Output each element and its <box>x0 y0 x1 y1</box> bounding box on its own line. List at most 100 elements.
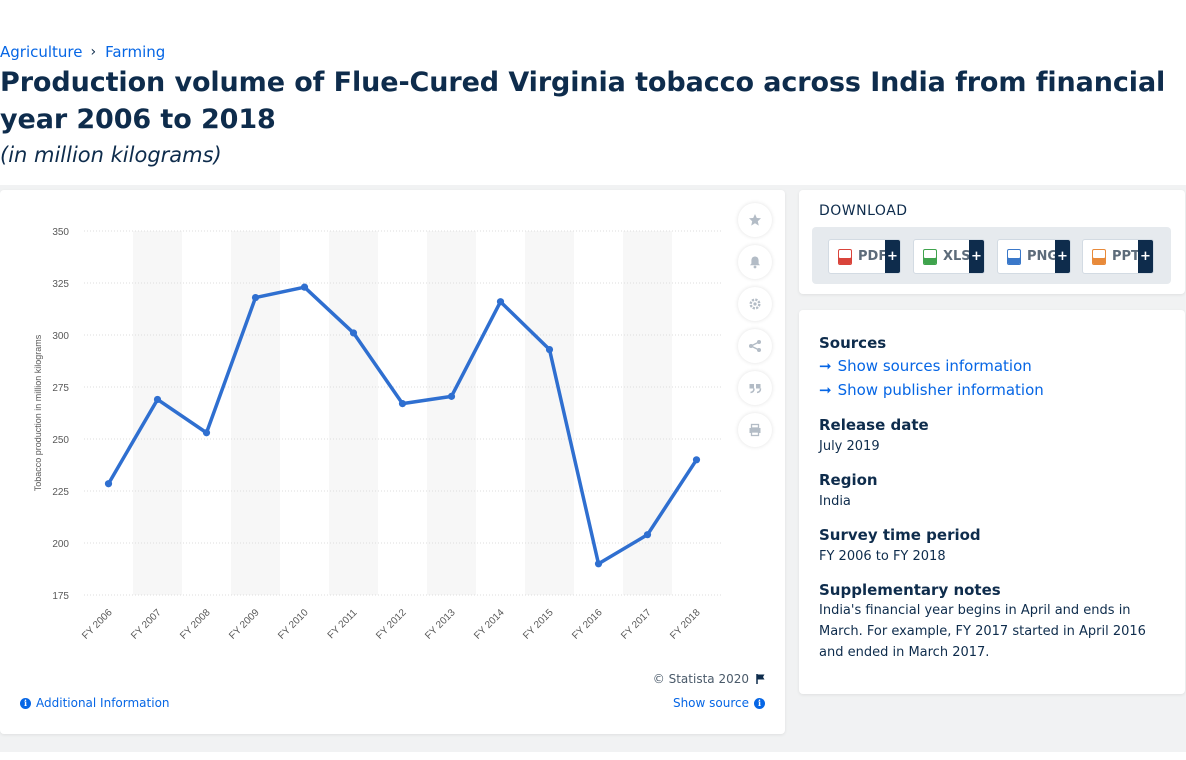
flag-icon[interactable] <box>755 673 767 685</box>
y-tick-label: 200 <box>52 539 69 550</box>
notes-value: India's financial year begins in April a… <box>819 603 1146 660</box>
plus-icon: + <box>885 240 900 273</box>
x-tick-label: FY 2018 <box>668 607 703 642</box>
column-band <box>525 231 574 595</box>
chart-card: 350 325 300 275 250 225 200 175 Tobacco producti… <box>0 190 785 734</box>
data-point <box>447 392 456 400</box>
y-tick-label: 250 <box>52 435 69 446</box>
download-pdf-label: PDF <box>858 249 888 264</box>
x-tick-label: FY 2014 <box>472 607 507 642</box>
share-button[interactable] <box>738 329 772 363</box>
region-value: India <box>819 494 851 509</box>
favorite-button[interactable] <box>738 203 772 237</box>
page-title: Production volume of Flue-Cured Virginia… <box>0 67 1166 135</box>
x-tick-label: FY 2017 <box>619 607 654 642</box>
details-card: Sources ➞ Show sources information ➞ Sho… <box>799 310 1185 694</box>
notification-button[interactable] <box>738 245 772 279</box>
y-tick-label: 275 <box>52 383 69 394</box>
survey-heading: Survey time period <box>819 526 981 544</box>
show-source-link[interactable]: Show source i <box>673 696 765 710</box>
download-png-label: PNG <box>1027 249 1059 264</box>
page-subtitle: (in million kilograms) <box>0 143 222 167</box>
download-buttons: PDF + XLS + PNG + PPT + <box>812 227 1171 284</box>
x-tick-label: FY 2009 <box>227 607 262 642</box>
x-tick-label: FY 2015 <box>521 607 556 642</box>
gear-icon <box>749 298 761 310</box>
show-source-label: Show source <box>672 696 749 710</box>
copyright-text: © Statista 2020 <box>652 672 749 686</box>
print-button[interactable] <box>738 413 772 447</box>
data-point <box>594 560 603 568</box>
x-tick-label: FY 2011 <box>326 607 360 641</box>
download-card: DOWNLOAD PDF + XLS + PNG + PPT + <box>799 190 1185 294</box>
download-ppt-label: PPT <box>1112 249 1140 264</box>
column-band <box>133 231 182 595</box>
data-point <box>545 345 554 354</box>
data-point <box>251 293 260 302</box>
y-axis-label: Tobacco production in million kilograms <box>33 334 43 491</box>
star-icon <box>749 214 761 226</box>
notes-heading: Supplementary notes <box>819 581 1001 599</box>
x-tick-label: FY 2012 <box>374 607 409 642</box>
download-pdf-button[interactable]: PDF + <box>828 239 901 274</box>
quote-icon <box>749 384 762 394</box>
header-area <box>0 0 1186 185</box>
ppt-file-icon <box>1092 248 1106 265</box>
y-tick-label: 175 <box>52 591 69 602</box>
breadcrumb-farming[interactable]: Farming <box>105 43 166 61</box>
y-tick-label: 225 <box>52 487 69 498</box>
x-tick-label: FY 2006 <box>80 607 115 642</box>
data-point <box>496 298 505 306</box>
xls-file-icon <box>923 248 937 265</box>
breadcrumb-agriculture[interactable]: Agriculture <box>0 43 83 61</box>
data-point <box>349 329 358 337</box>
column-band <box>623 231 672 595</box>
plus-icon: + <box>969 240 984 273</box>
info-icon: i <box>754 697 765 709</box>
line-chart: 350 325 300 275 250 225 200 175 Tobacco producti… <box>33 227 721 642</box>
additional-info-link[interactable]: i Additional Information <box>20 696 170 710</box>
show-publisher-label: Show publisher information <box>837 381 1044 399</box>
release-value: July 2019 <box>819 439 880 454</box>
share-icon <box>749 340 761 352</box>
download-xls-label: XLS <box>943 249 971 264</box>
bell-icon <box>750 256 760 269</box>
show-sources-link[interactable]: ➞ Show sources information <box>819 357 1032 375</box>
download-png-button[interactable]: PNG + <box>997 239 1071 274</box>
png-file-icon <box>1007 248 1021 265</box>
plus-icon: + <box>1055 240 1070 273</box>
x-tick-label: FY 2016 <box>570 607 605 642</box>
region-heading: Region <box>819 471 878 489</box>
x-tick-label: FY 2008 <box>178 607 213 642</box>
x-tick-label: FY 2007 <box>129 607 164 642</box>
data-point <box>202 429 211 437</box>
bottom-strip <box>0 752 1186 760</box>
column-band <box>329 231 378 595</box>
x-tick-label: FY 2010 <box>276 607 311 642</box>
show-publisher-link[interactable]: ➞ Show publisher information <box>819 381 1044 399</box>
print-icon <box>749 423 761 437</box>
cite-button[interactable] <box>738 371 772 405</box>
breadcrumb: Agriculture › Farming <box>0 43 165 61</box>
data-point <box>692 456 701 464</box>
download-ppt-button[interactable]: PPT + <box>1082 239 1154 274</box>
data-point <box>300 283 309 291</box>
show-sources-label: Show sources information <box>837 357 1032 375</box>
arrow-right-icon: ➞ <box>819 381 832 399</box>
breadcrumb-separator: › <box>90 44 97 60</box>
x-tick-label: FY 2013 <box>423 607 458 642</box>
download-xls-button[interactable]: XLS + <box>913 239 985 274</box>
y-tick-label: 325 <box>52 279 69 290</box>
column-band <box>231 231 280 595</box>
column-band <box>427 231 476 595</box>
series-line <box>106 285 698 566</box>
plus-icon: + <box>1138 240 1153 273</box>
settings-button[interactable] <box>738 287 772 321</box>
y-tick-label: 350 <box>52 227 69 238</box>
download-title: DOWNLOAD <box>819 203 908 219</box>
data-point <box>153 395 162 404</box>
additional-info-label: Additional Information <box>36 696 170 710</box>
data-point <box>104 480 113 488</box>
survey-value: FY 2006 to FY 2018 <box>819 549 946 564</box>
sources-heading: Sources <box>819 334 887 352</box>
